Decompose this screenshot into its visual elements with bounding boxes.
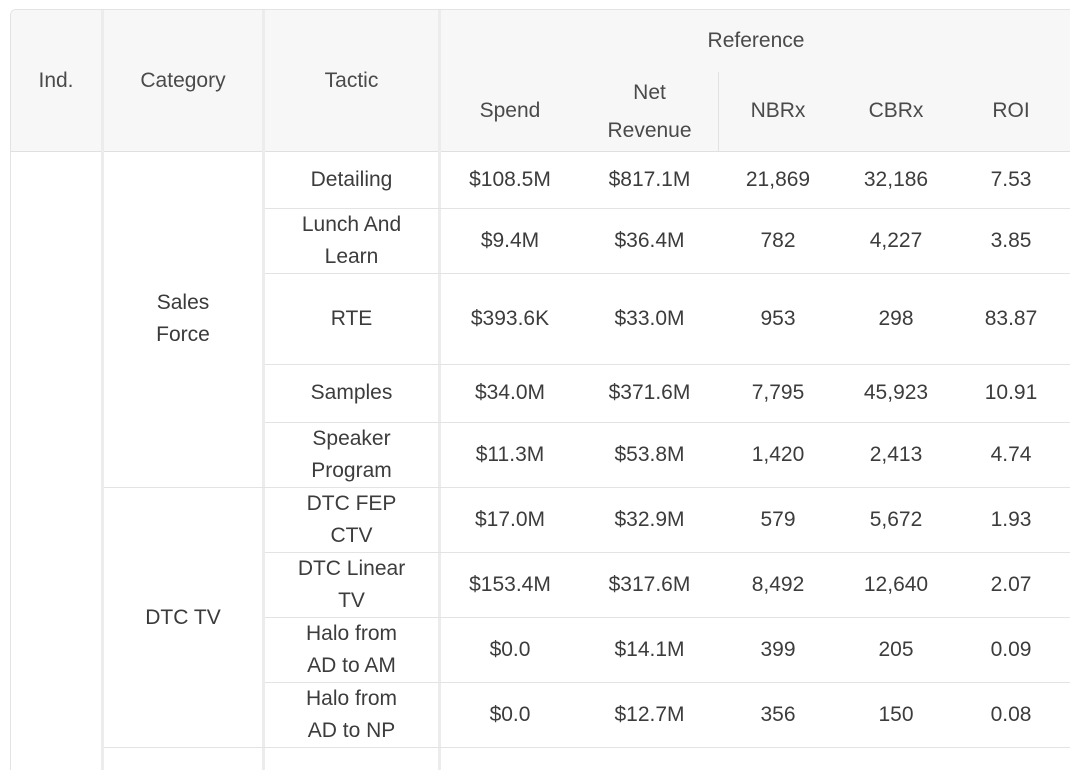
spend-cell: $108.5M bbox=[469, 167, 551, 191]
tactic-cell: DTC FEP CTV bbox=[265, 487, 438, 552]
tactic-cell: Detailing bbox=[265, 151, 438, 208]
roi-cell: 83.87 bbox=[984, 306, 1038, 330]
row-divider bbox=[265, 682, 1070, 683]
column-divider bbox=[718, 72, 719, 151]
spend-cell: $34.0M bbox=[474, 381, 546, 404]
tactic-label-line2: AD to NP bbox=[307, 718, 396, 742]
tactic-label-line1: Detailing bbox=[310, 167, 393, 191]
roi-cell: 4.74 bbox=[990, 442, 1032, 466]
net-revenue-cell: $14.1M bbox=[614, 637, 685, 661]
category-sales-force: Sales Force bbox=[104, 151, 262, 487]
net-revenue-cell: $32.9M bbox=[614, 507, 685, 531]
row-divider bbox=[265, 273, 1070, 274]
net-revenue-cell: $817.1M bbox=[608, 167, 691, 191]
roi-cell: 0.09 bbox=[990, 637, 1032, 661]
net-revenue-cell: $33.0M bbox=[614, 306, 685, 330]
cbrx-cell: 45,923 bbox=[863, 381, 929, 404]
category-dtc-tv: DTC TV bbox=[145, 605, 221, 629]
nbrx-cell: 579 bbox=[760, 507, 796, 531]
nbrx-cell: 953 bbox=[760, 306, 796, 330]
header-category[interactable]: Category bbox=[140, 68, 226, 92]
cbrx-cell: 2,413 bbox=[869, 442, 923, 466]
tactic-label-line1: Halo from bbox=[305, 621, 398, 645]
tactic-cell: Halo from AD to NP bbox=[265, 682, 438, 747]
roi-cell: 1.93 bbox=[990, 507, 1032, 531]
row-divider bbox=[265, 552, 1070, 553]
tactic-cell: Speaker Program bbox=[265, 422, 438, 487]
cbrx-cell: 4,227 bbox=[869, 228, 923, 252]
nbrx-cell: 21,869 bbox=[745, 167, 811, 191]
category-sales-force-line1: Sales bbox=[156, 291, 210, 314]
tactic-label-line1: Samples bbox=[310, 381, 393, 404]
row-divider bbox=[104, 747, 1070, 748]
net-revenue-cell: $36.4M bbox=[614, 228, 685, 252]
cbrx-cell: 12,640 bbox=[863, 572, 929, 596]
spend-cell: $393.6K bbox=[470, 306, 550, 330]
tactic-label-line1: DTC Linear bbox=[297, 556, 406, 580]
spend-cell: $17.0M bbox=[474, 507, 546, 531]
net-revenue-cell: $317.6M bbox=[608, 572, 691, 596]
roi-cell: 0.08 bbox=[990, 702, 1032, 726]
row-divider bbox=[265, 208, 1070, 209]
tactic-label-line2: Program bbox=[311, 458, 392, 482]
nbrx-cell: 782 bbox=[760, 228, 796, 252]
roi-cell: 7.53 bbox=[990, 167, 1032, 191]
net-revenue-cell: $371.6M bbox=[608, 381, 691, 404]
category-sales-force-line2: Force bbox=[156, 323, 210, 346]
row-divider bbox=[265, 422, 1070, 423]
header-net-revenue-line2: Revenue bbox=[607, 119, 692, 142]
nbrx-cell: 8,492 bbox=[751, 572, 805, 596]
header-reference: Reference bbox=[707, 29, 805, 52]
spend-cell: $9.4M bbox=[480, 228, 540, 252]
tactic-label-line2: Learn bbox=[324, 244, 379, 268]
spend-cell: $0.0 bbox=[489, 637, 531, 661]
column-divider bbox=[438, 10, 441, 770]
roi-cell: 2.07 bbox=[990, 572, 1032, 596]
header-tactic[interactable]: Tactic bbox=[324, 68, 379, 92]
tactic-cell: Halo from AD to AM bbox=[265, 617, 438, 682]
tactic-label-line1: Lunch And bbox=[301, 212, 402, 236]
header-ind[interactable]: Ind. bbox=[38, 68, 74, 92]
tactic-cell: Samples bbox=[265, 364, 438, 422]
net-revenue-cell: $12.7M bbox=[614, 702, 685, 726]
header-spend[interactable]: Spend bbox=[479, 99, 541, 122]
tactic-cell: DTC Linear TV bbox=[265, 552, 438, 617]
data-table: Ind. Category Tactic Reference Spend Net… bbox=[10, 9, 1070, 770]
spend-cell: $11.3M bbox=[475, 442, 545, 466]
header-net-revenue[interactable]: Net Revenue bbox=[581, 74, 718, 150]
row-divider bbox=[265, 617, 1070, 618]
cbrx-cell: 32,186 bbox=[863, 167, 929, 191]
tactic-cell: RTE bbox=[265, 273, 438, 364]
tactic-label-line2: AD to AM bbox=[307, 653, 396, 677]
header-nbrx[interactable]: NBRx bbox=[750, 99, 806, 122]
column-divider bbox=[262, 10, 265, 770]
tactic-label-line1: Speaker bbox=[312, 426, 391, 450]
cbrx-cell: 150 bbox=[878, 702, 914, 726]
header-cbrx[interactable]: CBRx bbox=[868, 99, 924, 122]
column-divider bbox=[101, 10, 104, 770]
nbrx-cell: 356 bbox=[760, 702, 796, 726]
tactic-cell: Lunch And Learn bbox=[265, 208, 438, 273]
nbrx-cell: 399 bbox=[760, 637, 796, 661]
header-net-revenue-line1: Net bbox=[633, 81, 666, 104]
table-header bbox=[11, 10, 1070, 152]
header-roi[interactable]: ROI bbox=[992, 99, 1030, 122]
spend-cell: $0.0 bbox=[489, 702, 531, 726]
row-divider bbox=[104, 487, 1070, 488]
cbrx-cell: 298 bbox=[878, 306, 914, 330]
cbrx-cell: 5,672 bbox=[869, 507, 923, 531]
spend-cell: $153.4M bbox=[469, 572, 551, 596]
tactic-label-line2: TV bbox=[338, 588, 365, 612]
net-revenue-cell: $53.8M bbox=[614, 442, 685, 466]
tactic-label-line1: DTC FEP bbox=[306, 491, 397, 515]
row-divider bbox=[265, 364, 1070, 365]
nbrx-cell: 7,795 bbox=[751, 381, 805, 404]
tactic-label-line2: CTV bbox=[330, 523, 373, 547]
roi-cell: 10.91 bbox=[984, 381, 1038, 404]
cbrx-cell: 205 bbox=[878, 637, 914, 661]
nbrx-cell: 1,420 bbox=[751, 442, 805, 466]
roi-cell: 3.85 bbox=[990, 228, 1032, 252]
tactic-label-line1: RTE bbox=[330, 306, 373, 330]
tactic-label-line1: Halo from bbox=[305, 686, 398, 710]
